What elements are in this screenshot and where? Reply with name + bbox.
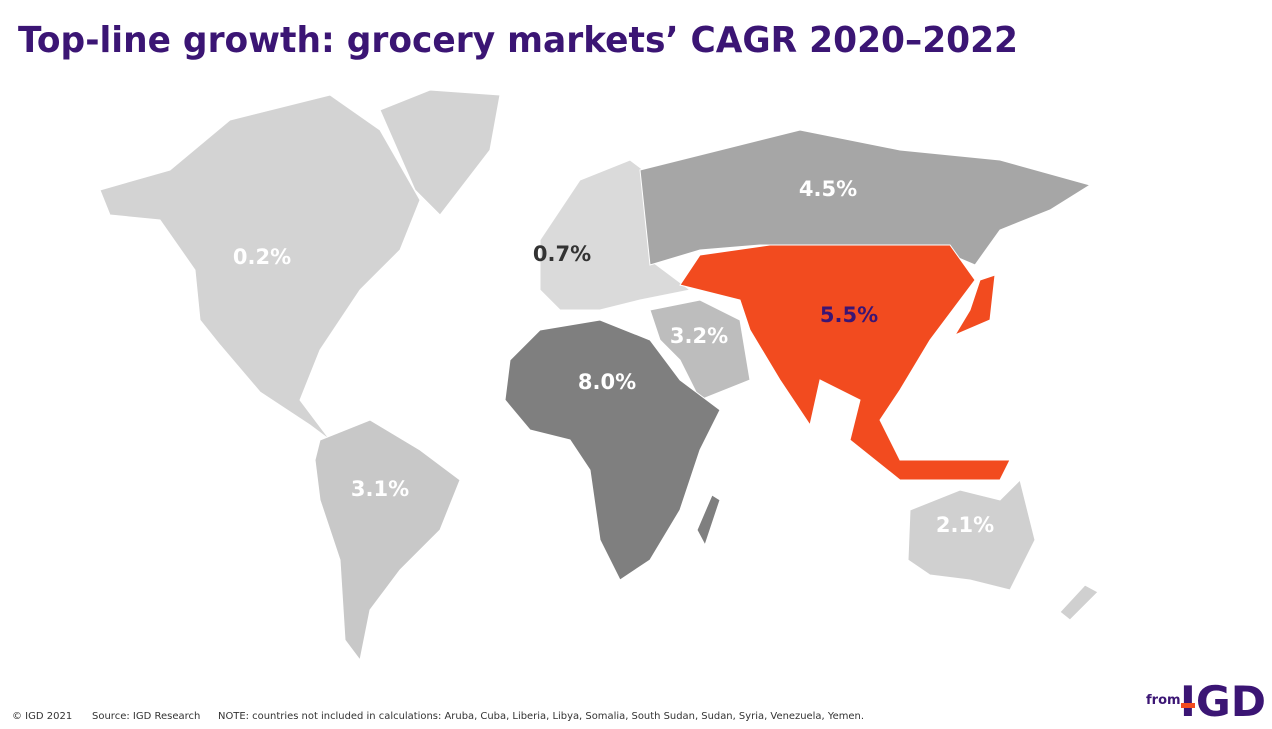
region-label: 2.1% — [936, 513, 994, 537]
region-label: 3.2% — [670, 324, 728, 348]
logo-prefix: from — [1146, 693, 1181, 708]
region — [539, 159, 692, 311]
region-label: 0.2% — [233, 245, 291, 269]
region — [649, 299, 751, 401]
region — [504, 319, 721, 581]
region-label: 8.0% — [578, 370, 636, 394]
region — [679, 244, 1011, 481]
region-label: 3.1% — [351, 477, 409, 501]
region-label: 0.7% — [533, 242, 591, 266]
logo-accent — [1181, 703, 1195, 708]
title: Top-line growth: grocery markets’ CAGR 2… — [18, 20, 1018, 61]
source: Source: IGD Research — [92, 711, 200, 722]
region — [639, 129, 1092, 266]
region — [907, 479, 1099, 621]
regions: 0.2% 0.7% 4.5% 5.5% 3.2% 8.0% 3.1% 2.1% — [99, 89, 1099, 662]
region — [314, 419, 461, 662]
region — [99, 89, 501, 441]
logo: IGD — [1180, 677, 1266, 726]
note: NOTE: countries not included in calculat… — [218, 711, 864, 722]
region-label: 4.5% — [799, 177, 857, 201]
copyright: © IGD 2021 — [12, 711, 72, 722]
region-label: 5.5% — [820, 303, 878, 327]
